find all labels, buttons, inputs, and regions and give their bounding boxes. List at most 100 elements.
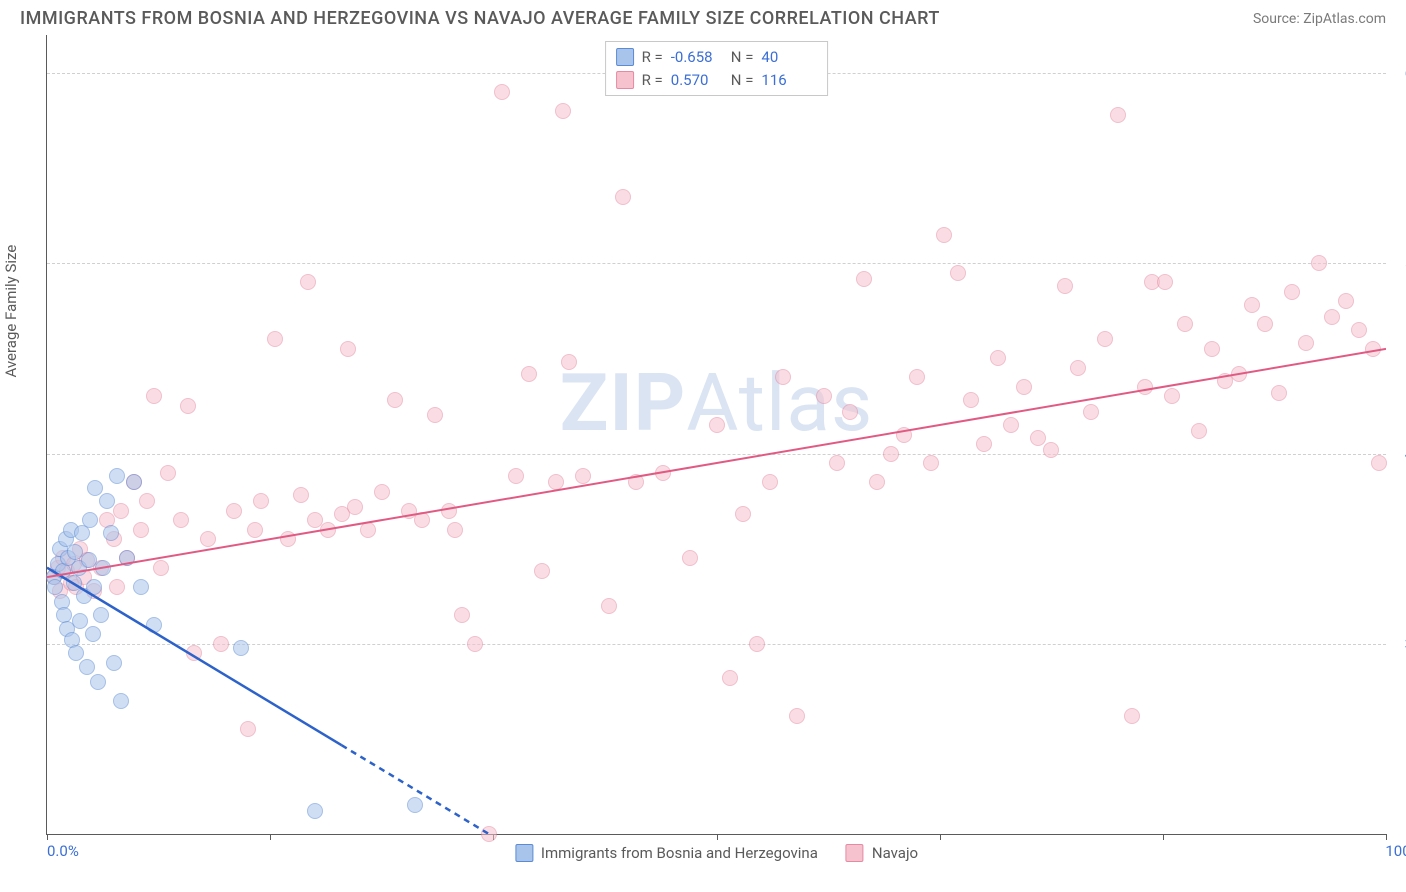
data-point: [113, 503, 129, 519]
data-point: [427, 407, 443, 423]
data-point: [106, 655, 122, 671]
data-point: [1338, 293, 1354, 309]
r-label: R =: [642, 46, 663, 69]
x-axis-min-label: 0.0%: [47, 842, 79, 860]
gridline: [47, 454, 1386, 455]
data-point: [1231, 366, 1247, 382]
data-point: [213, 636, 229, 652]
data-point: [775, 369, 791, 385]
data-point: [709, 417, 725, 433]
data-point: [749, 636, 765, 652]
data-point: [85, 626, 101, 642]
data-point: [1351, 322, 1367, 338]
data-point: [1298, 335, 1314, 351]
data-point: [153, 560, 169, 576]
data-point: [1124, 708, 1140, 724]
data-point: [173, 512, 189, 528]
data-point: [99, 493, 115, 509]
series-legend: Immigrants from Bosnia and Herzegovina N…: [515, 844, 918, 862]
data-point: [86, 579, 102, 595]
data-point: [82, 512, 98, 528]
r-value-navajo: 0.570: [671, 69, 723, 92]
chart-title: IMMIGRANTS FROM BOSNIA AND HERZEGOVINA V…: [20, 8, 940, 29]
data-point: [200, 531, 216, 547]
data-point: [103, 525, 119, 541]
data-point: [146, 617, 162, 633]
data-point: [575, 468, 591, 484]
data-point: [320, 522, 336, 538]
data-point: [601, 598, 617, 614]
data-point: [628, 474, 644, 490]
legend-label-bosnia: Immigrants from Bosnia and Herzegovina: [541, 844, 818, 862]
data-point: [253, 493, 269, 509]
data-point: [47, 579, 63, 595]
data-point: [1257, 316, 1273, 332]
legend-swatch-icon: [515, 844, 533, 862]
data-point: [233, 640, 249, 656]
data-point: [1083, 404, 1099, 420]
data-point: [109, 579, 125, 595]
data-point: [160, 465, 176, 481]
n-value-navajo: 116: [761, 69, 813, 92]
data-point: [340, 341, 356, 357]
data-point: [347, 499, 363, 515]
data-point: [1016, 379, 1032, 395]
data-point: [842, 404, 858, 420]
r-label: R =: [642, 69, 663, 92]
data-point: [240, 721, 256, 737]
data-point: [454, 607, 470, 623]
data-point: [1204, 341, 1220, 357]
legend-label-navajo: Navajo: [872, 844, 918, 862]
data-point: [816, 388, 832, 404]
data-point: [1284, 284, 1300, 300]
data-point: [896, 427, 912, 443]
data-point: [548, 474, 564, 490]
data-point: [936, 227, 952, 243]
data-point: [655, 465, 671, 481]
data-point: [126, 474, 142, 490]
data-point: [1311, 255, 1327, 271]
data-point: [133, 579, 149, 595]
data-point: [722, 670, 738, 686]
data-point: [1003, 417, 1019, 433]
legend-row-bosnia: R = -0.658 N = 40: [616, 46, 814, 69]
data-point: [307, 803, 323, 819]
data-point: [87, 480, 103, 496]
data-point: [534, 563, 550, 579]
data-point: [267, 331, 283, 347]
data-point: [374, 484, 390, 500]
n-label: N =: [731, 46, 754, 69]
gridline: [47, 263, 1386, 264]
data-point: [467, 636, 483, 652]
data-point: [113, 693, 129, 709]
n-value-bosnia: 40: [761, 46, 813, 69]
data-point: [109, 468, 125, 484]
data-point: [1097, 331, 1113, 347]
data-point: [139, 493, 155, 509]
data-point: [387, 392, 403, 408]
data-point: [247, 522, 263, 538]
data-point: [789, 708, 805, 724]
data-point: [521, 366, 537, 382]
watermark-bold: ZIP: [560, 356, 687, 450]
x-tick: [270, 834, 271, 840]
x-tick: [1386, 834, 1387, 840]
data-point: [950, 265, 966, 281]
data-point: [119, 550, 135, 566]
legend-item-navajo: Navajo: [846, 844, 918, 862]
data-point: [186, 645, 202, 661]
data-point: [1110, 107, 1126, 123]
data-point: [95, 560, 111, 576]
data-point: [762, 474, 778, 490]
data-point: [909, 369, 925, 385]
data-point: [360, 522, 376, 538]
data-point: [414, 512, 430, 528]
chart-area: Average Family Size ZIPAtlas R = -0.658 …: [46, 35, 1386, 835]
data-point: [407, 797, 423, 813]
data-point: [976, 436, 992, 452]
source-label: Source: ZipAtlas.com: [1253, 11, 1386, 27]
data-point: [72, 613, 88, 629]
data-point: [293, 487, 309, 503]
y-axis-label: Average Family Size: [2, 244, 20, 377]
data-point: [508, 468, 524, 484]
